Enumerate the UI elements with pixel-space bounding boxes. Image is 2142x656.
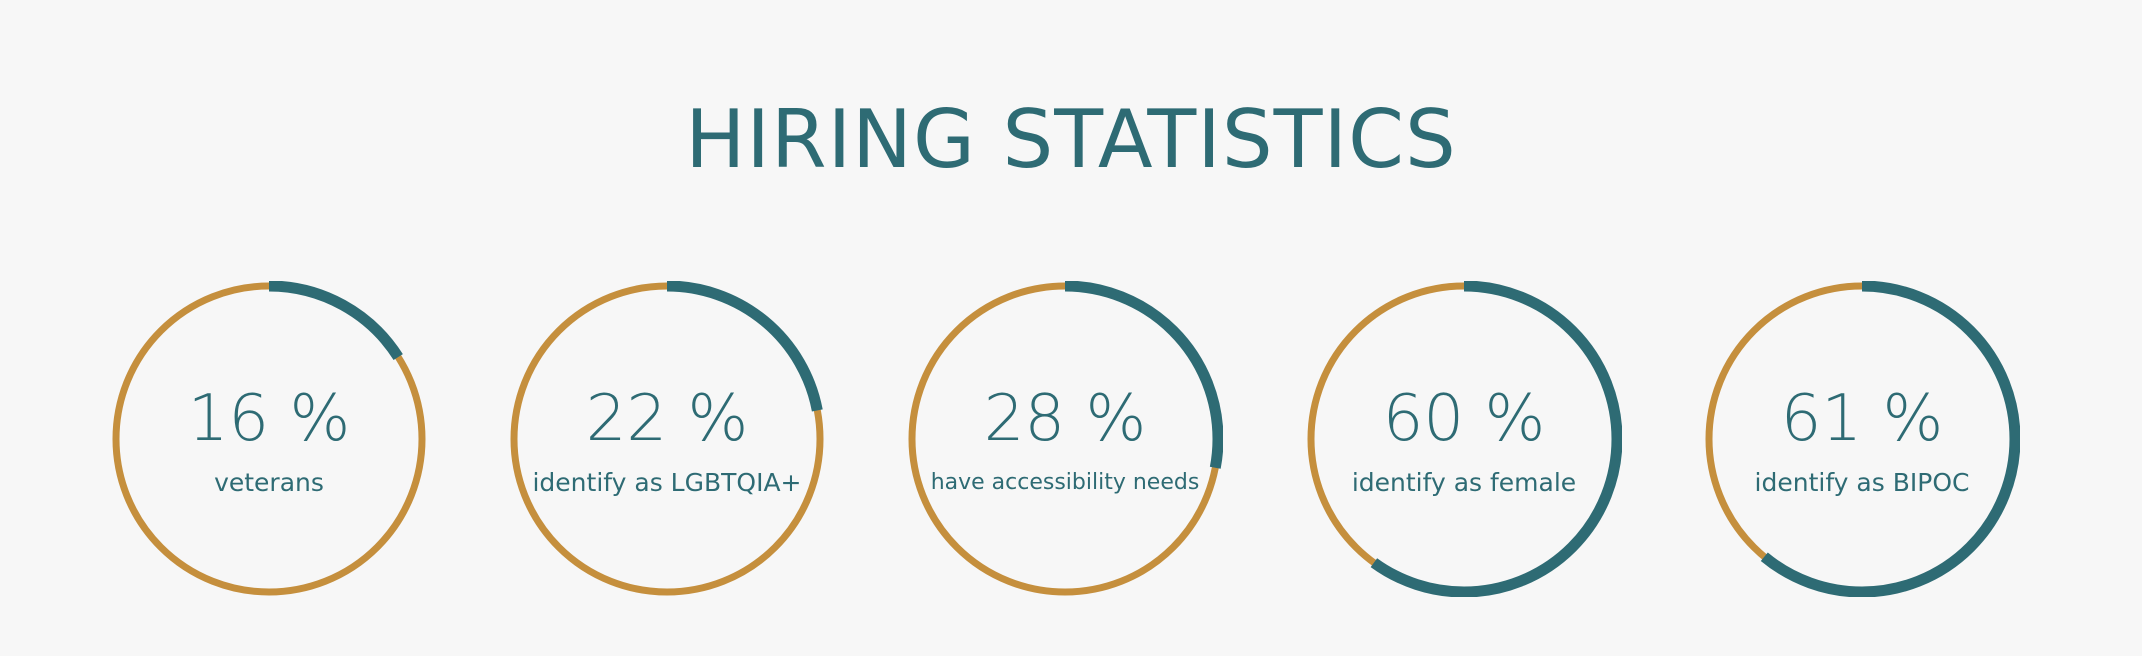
stat-value: 28 %: [983, 382, 1147, 456]
stat-label: have accessibility needs: [930, 470, 1200, 495]
stat-label: identify as LGBTQIA+: [532, 468, 802, 497]
stat-label: identify as BIPOC: [1754, 468, 1970, 497]
donut-chart-lgbtqia: [509, 281, 825, 597]
stat-value: 16 %: [187, 382, 351, 456]
stat-label: veterans: [214, 468, 324, 497]
stat-value: 60 %: [1382, 382, 1546, 456]
donut-value-arc: [907, 281, 1223, 597]
stat-veterans: 16 % veterans: [111, 281, 427, 597]
donut-value-arc: [1306, 281, 1622, 597]
donut-chart-bipoc: [1704, 281, 2020, 597]
stat-lgbtqia: 22 % identify as LGBTQIA+: [509, 281, 825, 597]
donut-value-arc: [111, 281, 427, 597]
stat-bipoc: 61 % identify as BIPOC: [1704, 281, 2020, 597]
donut-chart-accessibility: [907, 281, 1223, 597]
stat-label: identify as female: [1351, 468, 1577, 497]
stat-value: 61 %: [1780, 382, 1944, 456]
stat-accessibility: 28 % have accessibility needs: [907, 281, 1223, 597]
donut-value-arc: [1704, 281, 2020, 597]
donut-chart-female: [1306, 281, 1622, 597]
stat-female: 60 % identify as female: [1306, 281, 1622, 597]
donut-chart-veterans: [111, 281, 427, 597]
stat-value: 22 %: [585, 382, 749, 456]
donut-value-arc: [509, 281, 825, 597]
page-title: HIRING STATISTICS: [685, 93, 1457, 186]
